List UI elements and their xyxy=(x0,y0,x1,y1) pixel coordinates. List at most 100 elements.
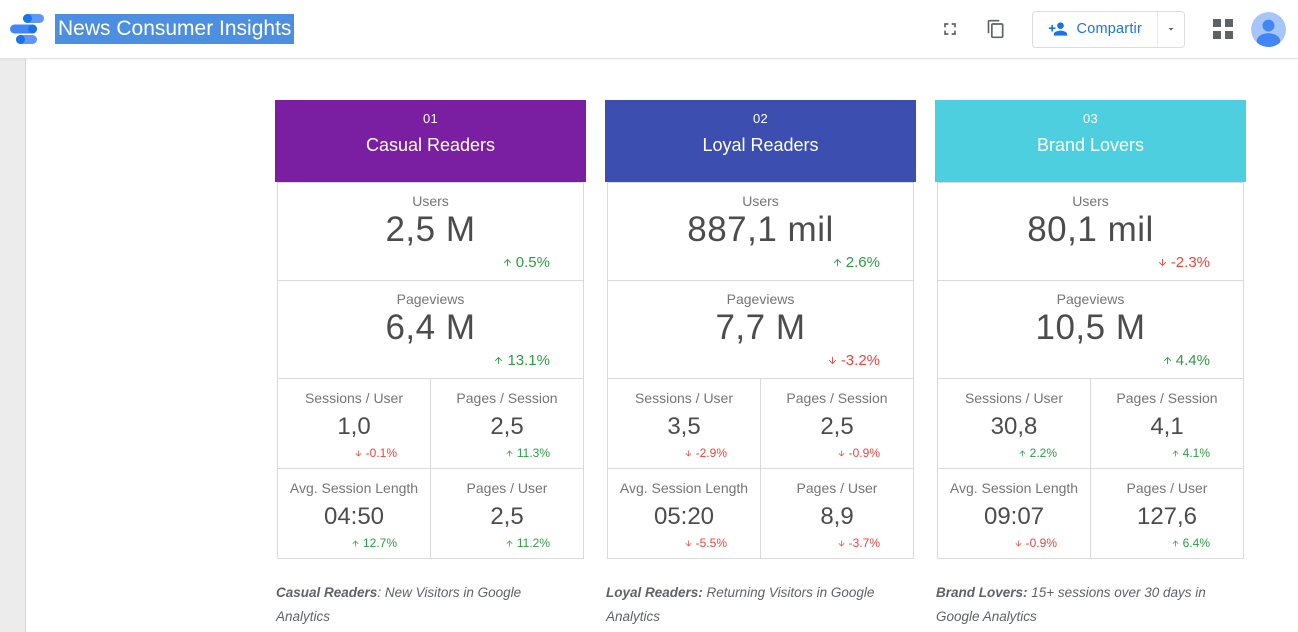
sessions-per-user-scorecard: Sessions / User 1,0 -0.1% xyxy=(278,379,430,468)
metric-value: 80,1 mil xyxy=(1027,210,1154,249)
pages-per-session-scorecard: Pages / Session 2,5 -0.9% xyxy=(760,379,913,468)
metric-delta: 2.6% xyxy=(832,254,880,271)
metric-label: Avg. Session Length xyxy=(289,480,419,496)
metric-delta: 12.7% xyxy=(351,536,397,550)
metric-delta-text: -0.9% xyxy=(1025,536,1057,550)
metric-delta: -3.7% xyxy=(837,536,880,550)
metric-value: 4,1 xyxy=(1150,413,1184,440)
dropdown-caret-icon xyxy=(1168,28,1174,31)
metric-delta-text: -3.2% xyxy=(840,352,880,369)
copy-pages-button[interactable] xyxy=(982,15,1010,43)
avg-session-length-scorecard: Avg. Session Length 09:07 -0.9% xyxy=(938,469,1090,558)
footnote-term: Casual Readers xyxy=(276,585,378,600)
metric-value: 2,5 xyxy=(820,413,854,440)
metric-value: 09:07 xyxy=(983,503,1045,530)
person-add-icon xyxy=(1048,22,1067,36)
segment-card-body: Users 2,5 M 0.5% Pageviews 6,4 M 13.1% S… xyxy=(277,182,584,559)
metric-value: 30,8 xyxy=(990,413,1038,440)
segment-number: 02 xyxy=(752,111,769,126)
metric-delta-text: 2.2% xyxy=(1029,446,1057,460)
sessions-per-user-scorecard: Sessions / User 30,8 2.2% xyxy=(938,379,1090,468)
trend-arrow-icon xyxy=(1163,356,1171,365)
metric-label: Users xyxy=(412,193,449,209)
metric-delta-text: 11.3% xyxy=(516,446,550,460)
segment-card-header: 02 Loyal Readers xyxy=(605,100,916,182)
trend-arrow-icon xyxy=(506,540,513,546)
sessions-per-user-scorecard: Sessions / User 3,5 -2.9% xyxy=(608,379,760,468)
users-scorecard: Users 2,5 M 0.5% xyxy=(278,183,583,281)
metric-delta: 6.4% xyxy=(1171,536,1210,550)
metric-delta-text: -0.9% xyxy=(848,446,880,460)
segment-card-brand-lovers: 03 Brand Lovers Users 80,1 mil -2.3% Pag… xyxy=(935,100,1246,559)
topbar-actions: Compartir xyxy=(936,10,1286,48)
apps-grid-icon[interactable] xyxy=(1213,19,1233,39)
metric-label: Sessions / User xyxy=(964,390,1064,406)
canvas-left-gutter xyxy=(0,59,26,632)
metric-label: Pageviews xyxy=(726,291,795,307)
metric-value: 887,1 mil xyxy=(687,210,834,249)
segment-card-body: Users 80,1 mil -2.3% Pageviews 10,5 M 4.… xyxy=(937,182,1244,559)
metric-delta-text: -3.7% xyxy=(848,536,880,550)
metric-delta-text: 6.4% xyxy=(1182,536,1210,550)
users-scorecard: Users 80,1 mil -2.3% xyxy=(938,183,1243,281)
footnote-definition: 15+ sessions over 30 days in Google Anal… xyxy=(936,585,1206,624)
metric-delta-text: 4.1% xyxy=(1182,446,1210,460)
metric-value: 1,0 xyxy=(337,413,371,440)
metric-delta: -0.9% xyxy=(1014,536,1057,550)
trend-arrow-icon xyxy=(1015,540,1022,546)
footnote-casual-readers: Casual Readers: New Visitors in Google A… xyxy=(276,581,566,629)
metric-value: 05:20 xyxy=(653,503,715,530)
footnote-term: Loyal Readers: xyxy=(606,585,703,600)
segment-title: Brand Lovers xyxy=(1036,135,1145,155)
footnote-definition: Returning Visitors in Google Analytics xyxy=(606,585,875,624)
metric-delta: -3.2% xyxy=(827,352,880,369)
footnote-definition: : New Visitors in Google Analytics xyxy=(276,585,522,624)
segment-number: 01 xyxy=(422,111,439,126)
segment-card-header: 03 Brand Lovers xyxy=(935,100,1246,182)
metric-delta-text: 4.4% xyxy=(1175,352,1210,369)
metric-label: Sessions / User xyxy=(304,390,404,406)
metric-value: 6,4 M xyxy=(385,308,476,347)
trend-arrow-icon xyxy=(495,356,503,365)
fullscreen-button[interactable] xyxy=(936,15,964,43)
pages-per-session-scorecard: Pages / Session 2,5 11.3% xyxy=(430,379,583,468)
trend-arrow-icon xyxy=(503,258,511,267)
metric-value: 3,5 xyxy=(667,413,701,440)
share-button-label: Compartir xyxy=(1076,21,1142,37)
metric-label: Avg. Session Length xyxy=(949,480,1079,496)
pages-per-user-scorecard: Pages / User 2,5 11.2% xyxy=(430,469,583,558)
metric-delta-text: 11.2% xyxy=(516,536,550,550)
metric-delta-text: 13.1% xyxy=(507,352,550,369)
metric-delta: -0.1% xyxy=(354,446,397,460)
trend-arrow-icon xyxy=(506,450,513,456)
metric-value: 2,5 xyxy=(490,413,524,440)
top-bar: News Consumer Insights Compartir xyxy=(0,0,1298,59)
metric-delta: 11.3% xyxy=(505,446,550,460)
avatar[interactable] xyxy=(1251,11,1286,47)
segment-card-loyal-readers: 02 Loyal Readers Users 887,1 mil 2.6% Pa… xyxy=(605,100,916,559)
metric-delta: -2.9% xyxy=(684,446,727,460)
metric-value: 2,5 M xyxy=(385,210,476,249)
trend-arrow-icon xyxy=(838,450,845,456)
metric-label: Pageviews xyxy=(1056,291,1125,307)
pages-per-user-scorecard: Pages / User 127,6 6.4% xyxy=(1090,469,1243,558)
metric-label: Users xyxy=(1072,193,1109,209)
metric-label: Pages / User xyxy=(466,480,548,496)
metric-value: 7,7 M xyxy=(715,308,806,347)
pages-per-user-scorecard: Pages / User 8,9 -3.7% xyxy=(760,469,913,558)
share-button[interactable]: Compartir xyxy=(1031,10,1185,48)
trend-arrow-icon xyxy=(828,356,836,365)
metric-delta: 0.5% xyxy=(502,254,550,271)
metric-delta: -5.5% xyxy=(684,536,727,550)
fullscreen-icon xyxy=(943,23,956,35)
report-title-selected-text[interactable]: News Consumer Insights xyxy=(55,14,295,44)
data-studio-logo-icon[interactable] xyxy=(10,13,44,45)
metric-value: 2,5 xyxy=(490,503,524,530)
metric-value: 04:50 xyxy=(323,503,385,530)
share-button-main[interactable]: Compartir xyxy=(1033,12,1157,47)
metric-label: Sessions / User xyxy=(634,390,734,406)
metric-delta-text: -5.5% xyxy=(695,536,727,550)
report-title[interactable]: News Consumer Insights xyxy=(55,14,295,44)
trend-arrow-icon xyxy=(1172,450,1179,456)
share-dropdown-button[interactable] xyxy=(1157,11,1184,47)
